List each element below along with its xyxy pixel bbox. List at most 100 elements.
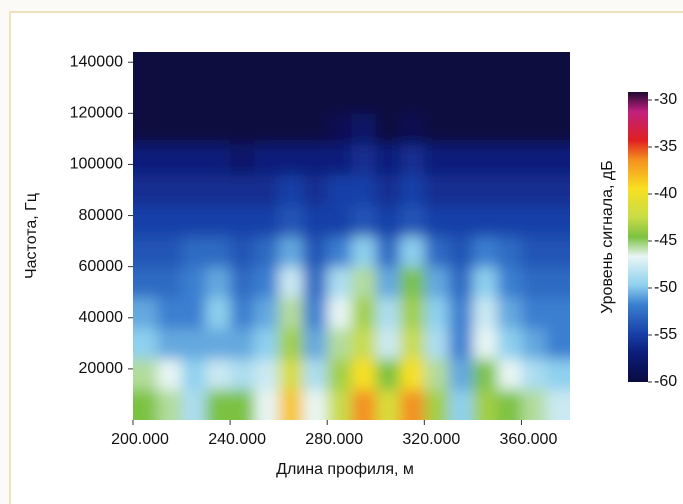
heat-cell: [327, 297, 352, 328]
heat-cell: [182, 205, 207, 236]
heat-cell: [497, 175, 522, 206]
heat-cell: [182, 175, 207, 206]
heat-cell: [521, 144, 546, 175]
heat-cell: [449, 144, 474, 175]
heat-cell: [400, 328, 425, 359]
heat-cell: [521, 205, 546, 236]
heat-cell: [303, 328, 328, 359]
heat-cell: [230, 359, 255, 390]
heat-cell: [182, 236, 207, 267]
heat-cell: [230, 205, 255, 236]
x-tick-label: 280.000: [305, 431, 363, 448]
heat-cell: [352, 175, 377, 206]
heat-cell: [327, 236, 352, 267]
heat-cell: [521, 359, 546, 390]
heat-cell: [376, 175, 401, 206]
heat-cell: [497, 205, 522, 236]
y-tick-label: 140000: [70, 53, 123, 70]
heat-cell: [473, 175, 498, 206]
heat-cell: [473, 328, 498, 359]
heat-cell: [521, 328, 546, 359]
heat-cell: [521, 113, 546, 144]
heat-cell: [376, 267, 401, 298]
heat-cell: [303, 113, 328, 144]
heat-cell: [182, 328, 207, 359]
heat-cell: [157, 205, 182, 236]
heat-cell: [400, 113, 425, 144]
colorbar-tick-label: -45: [654, 232, 677, 249]
heat-cell: [424, 205, 449, 236]
heat-cell: [352, 83, 377, 114]
heat-cell: [254, 113, 279, 144]
heat-cell: [449, 267, 474, 298]
heat-cell: [254, 144, 279, 175]
heat-cell: [303, 359, 328, 390]
heat-cell: [376, 297, 401, 328]
x-tick-label: 320.000: [402, 431, 460, 448]
heat-cell: [424, 328, 449, 359]
heat-cell: [327, 83, 352, 114]
heat-cell: [206, 297, 231, 328]
x-tick-label: 360.000: [500, 431, 558, 448]
heatmap: [113, 32, 591, 441]
heat-cell: [303, 144, 328, 175]
y-axis-label: Частота, Гц: [23, 193, 40, 279]
heat-cell: [449, 328, 474, 359]
heat-cell: [376, 205, 401, 236]
colorbar-tick-label: -55: [654, 326, 677, 343]
heat-cell: [400, 144, 425, 175]
heat-cell: [473, 297, 498, 328]
heat-cell: [352, 328, 377, 359]
heat-cell: [424, 297, 449, 328]
heat-cell: [424, 83, 449, 114]
heat-cell: [400, 267, 425, 298]
heat-cell: [497, 297, 522, 328]
heat-cell: [254, 328, 279, 359]
heat-cell: [352, 297, 377, 328]
heat-cell: [254, 205, 279, 236]
heat-cell: [254, 359, 279, 390]
heat-cell: [376, 144, 401, 175]
x-tick-label: 200.000: [111, 431, 169, 448]
heat-cell: [376, 328, 401, 359]
colorbar-tick-label: -35: [654, 138, 677, 155]
heat-cell: [230, 267, 255, 298]
heat-cell: [279, 359, 304, 390]
heat-cell: [473, 144, 498, 175]
y-tick-label: 120000: [70, 105, 123, 122]
heat-cell: [424, 359, 449, 390]
x-tick-label: 240.000: [208, 431, 266, 448]
colorbar-tick-label: -40: [654, 185, 677, 202]
y-tick-label: 40000: [79, 309, 124, 326]
heat-cell: [521, 267, 546, 298]
heat-cell: [449, 236, 474, 267]
heat-cell: [279, 267, 304, 298]
x-axis-label: Длина профиля, м: [276, 461, 414, 478]
heat-cell: [497, 267, 522, 298]
heat-cell: [497, 113, 522, 144]
heat-cell: [279, 144, 304, 175]
heat-cell: [521, 236, 546, 267]
heat-cell: [206, 83, 231, 114]
heat-cell: [182, 359, 207, 390]
heat-cell: [206, 175, 231, 206]
heat-cell: [254, 297, 279, 328]
heat-cell: [206, 144, 231, 175]
heat-cell: [449, 359, 474, 390]
heat-cell: [424, 267, 449, 298]
heat-cell: [449, 205, 474, 236]
heat-cell: [303, 267, 328, 298]
heat-cell: [376, 236, 401, 267]
heat-cells: [113, 32, 591, 441]
page: Длина профиля, м Частота, Гц Уровень сиг…: [0, 0, 683, 504]
heat-cell: [182, 267, 207, 298]
heat-cell: [497, 144, 522, 175]
heat-cell: [473, 267, 498, 298]
heat-cell: [400, 297, 425, 328]
y-tick-label: 60000: [79, 258, 124, 275]
heat-cell: [230, 236, 255, 267]
heat-cell: [254, 236, 279, 267]
heat-cell: [327, 328, 352, 359]
heat-cell: [206, 236, 231, 267]
heat-cell: [254, 175, 279, 206]
